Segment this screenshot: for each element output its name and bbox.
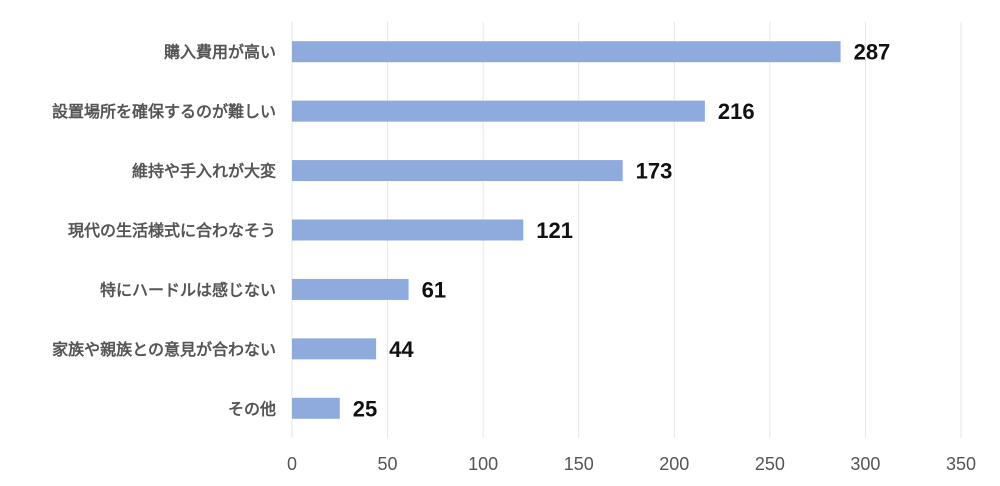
data-label-0: 287 [854, 40, 891, 65]
category-label-4: 特にハードルは感じない [100, 280, 276, 299]
bar-4 [292, 278, 409, 300]
data-labels: 287 216 173 121 61 44 25 [353, 40, 891, 422]
category-label-6: その他 [228, 399, 276, 418]
x-tick-labels: 0 50 100 150 200 250 300 350 [287, 454, 976, 474]
x-tick-label-350: 350 [946, 454, 976, 474]
x-tick-label-100: 100 [468, 454, 498, 474]
x-tick-label-250: 250 [755, 454, 785, 474]
bar-5 [292, 338, 377, 360]
data-label-3: 121 [536, 218, 573, 243]
data-label-2: 173 [636, 159, 673, 184]
data-label-6: 25 [353, 396, 377, 421]
bar-3 [292, 219, 524, 241]
x-tick-label-200: 200 [659, 454, 689, 474]
bar-0 [292, 41, 841, 63]
bar-1 [292, 100, 705, 122]
x-tick-label-0: 0 [287, 454, 297, 474]
category-labels: 購入費用が高い設置場所を確保するのが難しい維持や手入れが大変現代の生活様式に合わ… [52, 43, 276, 419]
data-label-5: 44 [389, 337, 414, 362]
x-tick-label-300: 300 [850, 454, 880, 474]
x-tick-label-150: 150 [564, 454, 594, 474]
category-label-1: 設置場所を確保するのが難しい [52, 102, 276, 121]
data-label-1: 216 [718, 99, 755, 124]
bar-2 [292, 160, 623, 182]
bars [292, 41, 841, 419]
category-label-5: 家族や親族との意見が合わない [52, 340, 276, 359]
category-label-0: 購入費用が高い [163, 43, 276, 62]
category-label-3: 現代の生活様式に合わなそう [68, 221, 276, 240]
x-tick-label-50: 50 [378, 454, 398, 474]
data-label-4: 61 [422, 277, 446, 302]
bar-6 [292, 397, 340, 419]
category-label-2: 維持や手入れが大変 [132, 162, 276, 181]
